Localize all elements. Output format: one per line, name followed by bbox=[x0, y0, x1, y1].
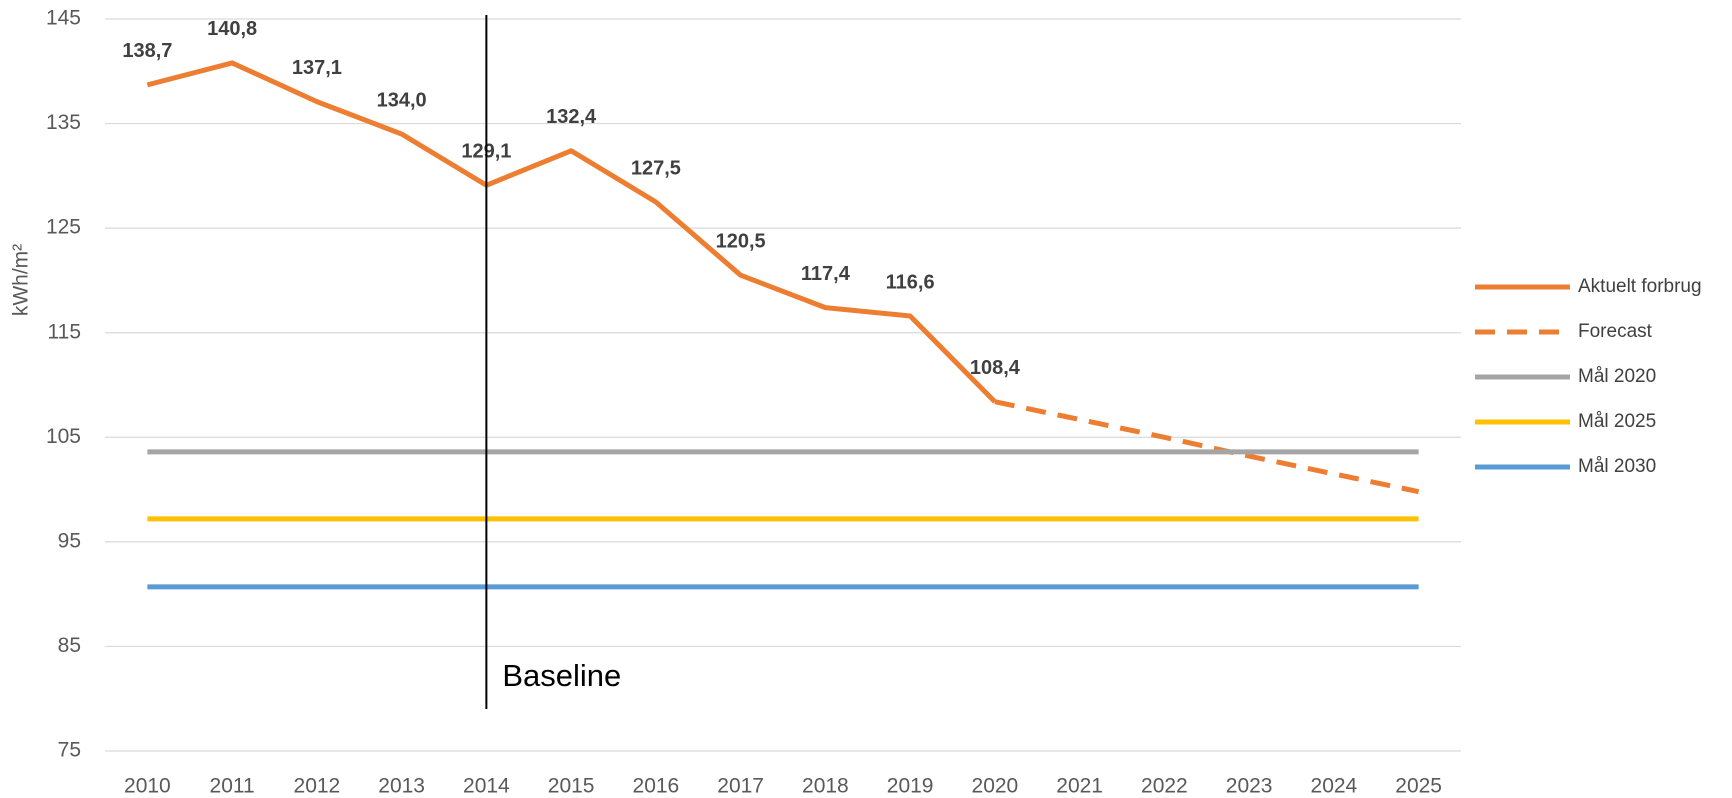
data-label: 137,1 bbox=[292, 57, 342, 79]
x-tick-label: 2019 bbox=[887, 775, 934, 798]
x-tick-label: 2014 bbox=[463, 775, 510, 798]
x-tick-label: 2025 bbox=[1395, 775, 1442, 798]
legend-label: Mål 2025 bbox=[1578, 411, 1656, 432]
annotation: Baseline bbox=[502, 658, 621, 693]
x-tick-label: 2023 bbox=[1226, 775, 1273, 798]
data-label: 132,4 bbox=[546, 106, 597, 128]
x-tick-label: 2013 bbox=[378, 775, 425, 798]
x-tick-label: 2021 bbox=[1056, 775, 1103, 798]
legend-label: Forecast bbox=[1578, 321, 1653, 342]
y-tick-label: 75 bbox=[58, 739, 81, 762]
data-label: 127,5 bbox=[631, 157, 681, 179]
y-tick-label: 105 bbox=[46, 425, 81, 448]
data-label: 108,4 bbox=[970, 357, 1021, 379]
y-tick-label: 115 bbox=[48, 320, 81, 343]
series-line bbox=[146, 60, 997, 404]
data-label: 117,4 bbox=[801, 263, 851, 285]
y-axis-label: kWh/m² bbox=[10, 244, 33, 316]
x-tick-label: 2022 bbox=[1141, 775, 1188, 798]
x-tick-label: 2016 bbox=[633, 775, 680, 798]
legend-label: Mål 2030 bbox=[1578, 456, 1656, 477]
y-tick-label: 95 bbox=[58, 529, 81, 552]
legend-label: Aktuelt forbrug bbox=[1578, 276, 1702, 297]
data-label: 120,5 bbox=[716, 230, 766, 252]
x-tick-label: 2010 bbox=[124, 775, 171, 798]
y-tick-label: 125 bbox=[46, 216, 81, 239]
series-line bbox=[994, 399, 1420, 495]
data-label: 140,8 bbox=[207, 18, 257, 40]
x-tick-label: 2020 bbox=[972, 775, 1019, 798]
x-tick-label: 2012 bbox=[294, 775, 341, 798]
y-tick-label: 145 bbox=[46, 7, 81, 30]
x-tick-label: 2018 bbox=[802, 775, 849, 798]
y-tick-label: 135 bbox=[46, 111, 81, 134]
x-tick-label: 2024 bbox=[1311, 775, 1358, 798]
data-label: 116,6 bbox=[886, 271, 935, 293]
x-tick-label: 2017 bbox=[717, 775, 764, 798]
x-tick-label: 2015 bbox=[548, 775, 595, 798]
y-tick-label: 85 bbox=[58, 634, 81, 657]
x-tick-label: 2011 bbox=[210, 775, 255, 798]
legend-label: Mål 2020 bbox=[1578, 366, 1656, 387]
data-label: 134,0 bbox=[377, 89, 427, 111]
data-label: 138,7 bbox=[122, 40, 172, 62]
